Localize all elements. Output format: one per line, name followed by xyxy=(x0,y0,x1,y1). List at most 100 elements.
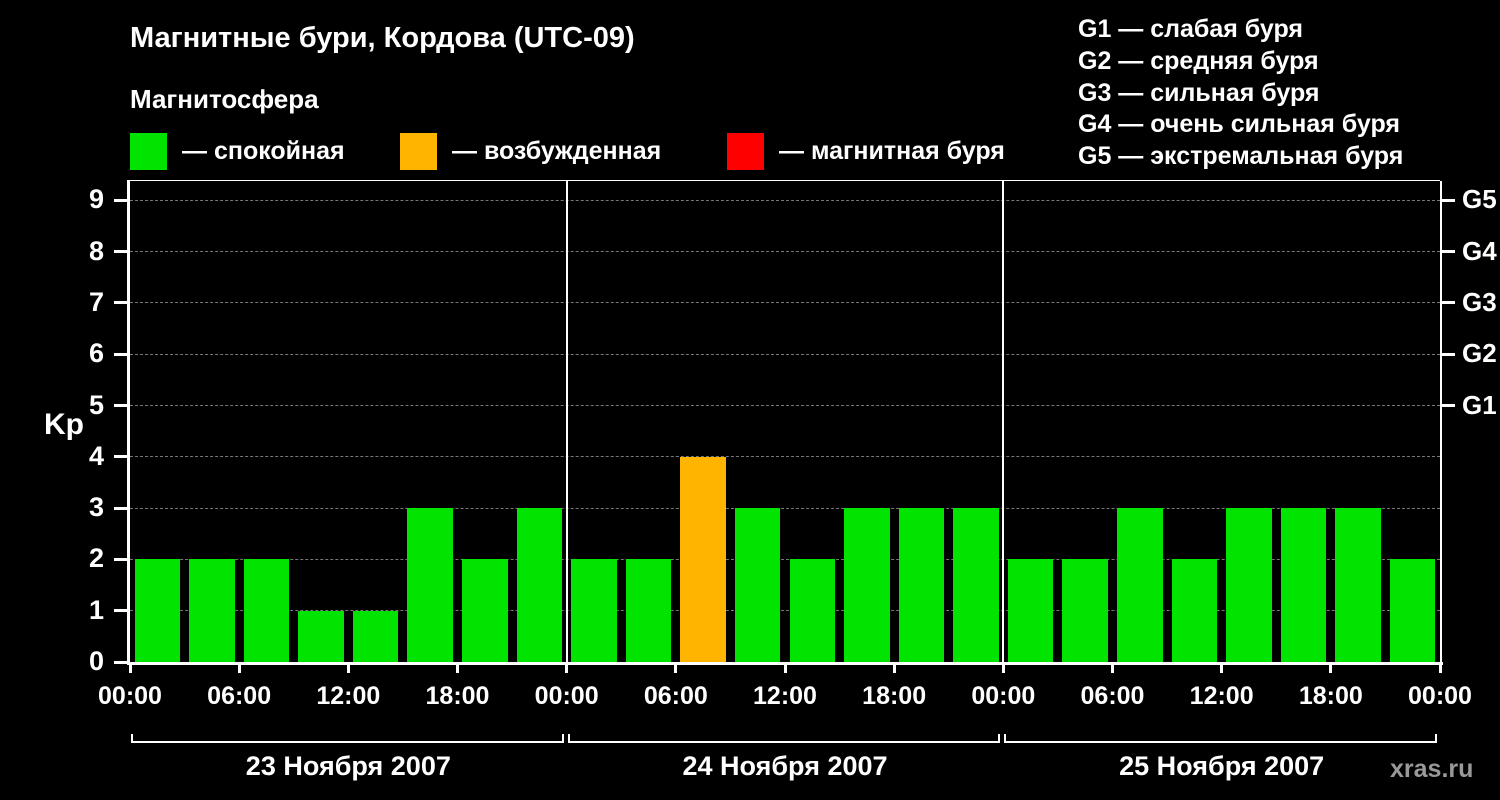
x-tick-label: 12:00 xyxy=(1189,682,1254,710)
right-axis-tick xyxy=(1442,250,1455,254)
gridline xyxy=(130,456,1440,458)
x-axis-tick xyxy=(237,665,241,673)
x-axis-tick xyxy=(1111,665,1114,673)
legend-label-excited: — возбужденная xyxy=(452,136,662,165)
g-axis-label: G5 xyxy=(1462,184,1497,215)
y-axis-tick xyxy=(114,352,127,356)
gridline xyxy=(130,507,1440,509)
date-label: 25 Ноября 2007 xyxy=(1119,751,1325,781)
right-axis-tick xyxy=(1442,301,1455,305)
kp-bar xyxy=(1062,559,1108,662)
x-tick-label: 18:00 xyxy=(862,682,927,710)
gridline xyxy=(130,610,1440,612)
kp-bar xyxy=(1171,559,1218,662)
y-tick-label: 2 xyxy=(88,543,104,574)
gridline xyxy=(130,558,1440,560)
x-tick-label: 12:00 xyxy=(316,682,381,710)
x-tick-label: 06:00 xyxy=(1080,682,1145,710)
kp-bar xyxy=(298,610,344,662)
y-tick-label: 1 xyxy=(88,594,104,625)
g-axis-label: G2 xyxy=(1462,338,1497,369)
g3-definition: G3 — сильная буря xyxy=(1078,78,1320,107)
kp-bar xyxy=(625,559,672,662)
x-tick-label: 12:00 xyxy=(753,682,817,710)
y-tick-label: 5 xyxy=(88,389,104,420)
storm-color-swatch xyxy=(727,132,764,170)
y-axis-tick xyxy=(114,506,127,510)
x-axis-tick xyxy=(1001,665,1005,673)
kp-bar xyxy=(789,559,836,662)
x-tick-label: 18:00 xyxy=(1298,682,1363,710)
kp-bar xyxy=(571,559,617,662)
right-axis-tick xyxy=(1442,198,1455,202)
kp-bar xyxy=(680,456,726,662)
x-axis-tick xyxy=(346,665,350,673)
x-axis-tick xyxy=(783,665,787,673)
y-tick-label: 7 xyxy=(88,286,104,317)
kp-bar xyxy=(1389,559,1436,662)
x-axis-tick xyxy=(674,665,678,673)
date-label: 23 Ноября 2007 xyxy=(245,751,451,781)
y-tick-label: 6 xyxy=(88,338,104,369)
kp-bar xyxy=(516,508,563,662)
y-axis-tick xyxy=(114,660,127,664)
x-tick-label: 18:00 xyxy=(425,682,490,710)
excited-color-swatch xyxy=(400,132,437,170)
kp-bar xyxy=(844,508,890,662)
y-axis-tick xyxy=(114,609,127,613)
kp-bar xyxy=(352,610,399,662)
y-tick-label: 8 xyxy=(88,235,104,266)
magnetosphere-label: Магнитосфера xyxy=(130,84,319,114)
g1-definition: G1 — слабая буря xyxy=(1078,15,1304,43)
x-tick-label: 00:00 xyxy=(98,682,162,710)
day-bracket xyxy=(1004,734,1437,743)
right-axis-tick xyxy=(1442,352,1455,356)
day-bracket xyxy=(567,734,1001,743)
plot-right-border xyxy=(1440,181,1442,662)
kp-bar xyxy=(1007,559,1054,662)
kp-bar xyxy=(953,508,999,662)
g5-definition: G5 — экстремальная буря xyxy=(1078,142,1404,171)
y-axis-tick xyxy=(114,250,127,254)
y-tick-label: 0 xyxy=(88,646,104,676)
plot-top-border xyxy=(130,180,1440,181)
watermark: xras.ru xyxy=(1390,755,1474,783)
g4-definition: G4 — очень сильная буря xyxy=(1078,110,1400,139)
y-tick-label: 3 xyxy=(88,492,104,523)
y-tick-label: 4 xyxy=(88,440,104,471)
legend-item-quiet: — спокойная xyxy=(130,132,345,170)
kp-bar xyxy=(134,559,181,662)
kp-bar xyxy=(462,559,508,662)
x-tick-label: 06:00 xyxy=(207,682,272,710)
kp-bar xyxy=(898,508,945,662)
kp-bar xyxy=(1117,508,1163,662)
x-axis-tick xyxy=(128,665,132,673)
kp-bar xyxy=(243,559,290,662)
legend-label-quiet: — спокойная xyxy=(182,136,345,165)
g-scale-legend: G1 — слабая буря G2 — средняя буря G3 — … xyxy=(1078,14,1403,173)
day-separator xyxy=(1002,181,1005,662)
plot-area: 0 1 2 3 4 5 6 7 8 9 G5 G4 G3 G2 G1 00:00 06:00 12:00 18:00… xyxy=(89,180,1497,781)
gridline xyxy=(130,353,1440,355)
kp-bar xyxy=(1280,508,1327,662)
gridline xyxy=(130,302,1440,304)
y-axis-line xyxy=(127,180,130,665)
gridline xyxy=(130,199,1440,201)
x-tick-label: 00:00 xyxy=(1408,682,1472,710)
date-label: 24 Ноября 2007 xyxy=(682,751,888,781)
gridline xyxy=(130,405,1440,406)
x-axis-tick xyxy=(456,665,459,673)
day-separator xyxy=(565,181,568,662)
day-bracket xyxy=(131,734,564,743)
x-axis-tick xyxy=(892,665,896,673)
kp-bar xyxy=(1226,508,1272,662)
g-axis-label: G4 xyxy=(1462,235,1497,266)
y-axis-tick xyxy=(114,455,127,459)
page-title: Магнитные бури, Кордова (UTC-09) xyxy=(130,22,635,54)
g-axis-label: G1 xyxy=(1462,389,1497,420)
kp-bar xyxy=(1335,508,1381,662)
g-axis-label: G3 xyxy=(1462,286,1497,317)
legend-item-excited: — возбужденная xyxy=(400,132,661,170)
x-axis-tick xyxy=(1220,665,1224,673)
